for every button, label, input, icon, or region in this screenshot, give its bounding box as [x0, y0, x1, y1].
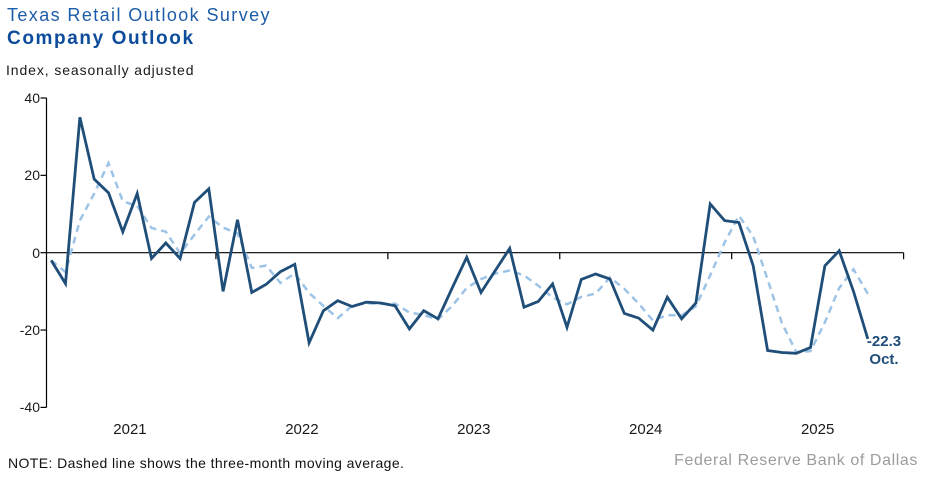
company-outlook-solid-line — [50, 116, 870, 355]
x-axis-year-label: 2024 — [629, 421, 663, 438]
x-axis-year-label: 2023 — [457, 421, 491, 438]
x-axis-year-label: 2022 — [285, 421, 319, 438]
last-value-number: -22.3 — [866, 333, 902, 350]
source-attribution: Federal Reserve Bank of Dallas — [674, 452, 918, 469]
y-axis-tick-label: 40 — [24, 90, 40, 106]
last-value-month: Oct. — [869, 351, 899, 368]
moving-average-dashed-line — [50, 159, 869, 354]
chart-subtitle-bold: Company Outlook — [7, 28, 195, 49]
chart-title: Texas Retail Outlook Survey — [7, 5, 271, 25]
axis-unit-label: Index, seasonally adjusted — [6, 62, 195, 78]
last-value-annotation: -22.3 Oct. — [858, 333, 910, 369]
x-axis-year-label: 2021 — [113, 421, 147, 438]
y-axis-tick-label: 0 — [32, 244, 40, 261]
y-axis-tick-label: -20 — [19, 322, 40, 339]
y-axis-tick-label: -40 — [19, 399, 40, 416]
y-axis-tick-label: 20 — [24, 167, 40, 184]
x-axis-year-label: 2025 — [800, 421, 835, 438]
chart-note: NOTE: Dashed line shows the three-month … — [8, 455, 405, 471]
